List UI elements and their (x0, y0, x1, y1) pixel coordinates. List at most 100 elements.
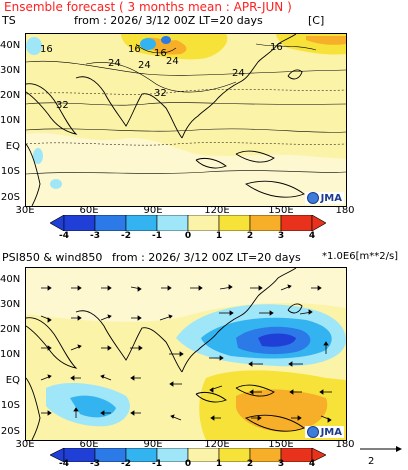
ts-cb-bin (125, 215, 158, 231)
psi-cb-label: -4 (59, 459, 69, 469)
ts-cb-label: -4 (59, 231, 69, 241)
ts-lat-label-20n: 20N (0, 90, 21, 101)
ts-cb-label: 1 (215, 231, 223, 241)
psi-cb-label: 3 (277, 459, 285, 469)
ts-cb-bin (280, 215, 313, 231)
jma-globe-icon (306, 192, 319, 204)
psi-lon-label-30e: 30E (15, 439, 35, 450)
ts-colorbar (50, 215, 326, 231)
ts-cb-bin (218, 215, 251, 231)
psi-coastlines (26, 268, 305, 440)
ts-cb-arrow-right (311, 215, 326, 231)
ts-cold-spot-tibet (161, 36, 171, 44)
psi-lon-label-90e: 90E (143, 439, 163, 450)
psi-lon-label-60e: 60E (79, 439, 99, 450)
jma-logo-text: JMA (320, 426, 342, 438)
reference-vector-arrow-icon (360, 446, 402, 452)
ts-contour-label: 16 (128, 44, 141, 55)
ts-lat-label-eq: EQ (5, 141, 20, 152)
ts-lon-label-30e: 30E (15, 205, 35, 216)
ts-cool-spot-africa-south (50, 179, 62, 189)
psi-cb-label: -1 (152, 459, 162, 469)
ts-nearzero-area (26, 132, 346, 206)
psi-map: JMA (25, 267, 347, 441)
ts-contour-label: 32 (56, 100, 69, 111)
psi-lat-label-30n: 30N (0, 299, 21, 310)
psi-panel-forecast-info: from : 2026/ 3/12 00Z LT=20 days (112, 251, 301, 264)
ts-lat-label-40n: 40N (0, 40, 21, 51)
ts-cool-spot-tibet (140, 38, 156, 50)
ts-lon-label-180: 180 (335, 205, 355, 216)
psi-colorbar (50, 448, 326, 462)
ts-cb-label: 3 (277, 231, 285, 241)
ts-hot-north-pacific (306, 36, 346, 45)
psi-lon-label-150e: 150E (268, 439, 294, 450)
psi-lat-label-eq: EQ (5, 375, 20, 386)
ts-jma-logo: JMA (304, 192, 344, 204)
ts-coastlines (26, 34, 305, 206)
psi-lat-label-20n: 20N (0, 324, 21, 335)
ts-map: 16 16 24 16 24 32 32 24 16 24 JMA (25, 33, 347, 207)
psi-lon-label-120e: 120E (204, 439, 230, 450)
psi-panel-units: *1.0E6[m**2/s] (322, 251, 399, 262)
ts-contour-label: 24 (108, 58, 121, 69)
psi-jma-logo: JMA (304, 426, 344, 438)
ts-map-svg (26, 34, 346, 206)
psi-cb-label: 1 (215, 459, 223, 469)
ts-cb-arrow-left (50, 215, 65, 231)
psi-wind-vectors (40, 284, 332, 423)
psi-lat-label-10n: 10N (0, 349, 21, 360)
psi-negative-core (258, 333, 296, 347)
psi-cb-label: -2 (121, 459, 131, 469)
ts-contour-label: 24 (232, 68, 245, 79)
psi-positive-se-core (236, 389, 328, 432)
psi-lat-label-10s: 10S (0, 400, 20, 411)
psi-map-svg (26, 268, 346, 440)
psi-cb-label: -3 (90, 459, 100, 469)
psi-panel-label: PSI850 & wind850 (2, 251, 103, 264)
psi-negative-sw-core (70, 395, 116, 418)
psi-cb-label: 2 (246, 459, 254, 469)
ts-cb-label: 2 (246, 231, 254, 241)
ts-panel-units: [C] (308, 14, 325, 27)
reference-vector-value: 2 (368, 456, 375, 467)
ts-lon-label-90e: 90E (143, 205, 163, 216)
jma-globe-icon (306, 426, 319, 438)
ts-cb-bin (249, 215, 282, 231)
psi-lon-label-180: 180 (335, 439, 355, 450)
ts-cool-spot-africa (33, 148, 43, 164)
psi-lat-label-40n: 40N (0, 274, 21, 285)
ts-panel-forecast-info: from : 2026/ 3/12 00Z LT=20 days (74, 14, 263, 27)
ts-cb-label: -1 (152, 231, 162, 241)
ts-lat-label-10n: 10N (0, 115, 21, 126)
ts-dashed-contours (26, 89, 346, 146)
ts-cb-bin (94, 215, 127, 231)
ts-lon-label-60e: 60E (79, 205, 99, 216)
ts-cb-bin (156, 215, 189, 231)
ts-cb-bin (63, 215, 96, 231)
ts-lon-label-150e: 150E (268, 205, 294, 216)
ts-contour-label: 32 (154, 88, 167, 99)
jma-logo-text: JMA (320, 192, 342, 204)
ts-contour-label: 24 (138, 60, 151, 71)
ts-contour-label: 16 (40, 44, 53, 55)
ts-hot-core-asia (146, 37, 187, 55)
ts-cool-spot-nw (26, 37, 42, 55)
ts-cb-label: 4 (308, 231, 316, 241)
psi-lat-label-20s: 20S (0, 426, 20, 437)
ts-panel-label: TS (2, 14, 16, 27)
ts-contour-label: 24 (166, 56, 179, 67)
ts-lon-label-120e: 120E (204, 205, 230, 216)
ts-lat-label-30n: 30N (0, 65, 21, 76)
psi-nearzero-north (26, 268, 346, 322)
ts-cb-label: -3 (90, 231, 100, 241)
ts-cb-bin (187, 215, 220, 231)
psi-cb-label: 0 (184, 459, 192, 469)
ts-contour-label: 16 (270, 42, 283, 53)
ts-cb-label: -2 (121, 231, 131, 241)
psi-cb-label: 4 (308, 459, 316, 469)
ts-contour-label: 16 (154, 48, 167, 59)
psi-cb-arrow-right (311, 448, 326, 462)
ts-lat-label-20s: 20S (0, 192, 20, 203)
ts-cb-label: 0 (184, 231, 192, 241)
